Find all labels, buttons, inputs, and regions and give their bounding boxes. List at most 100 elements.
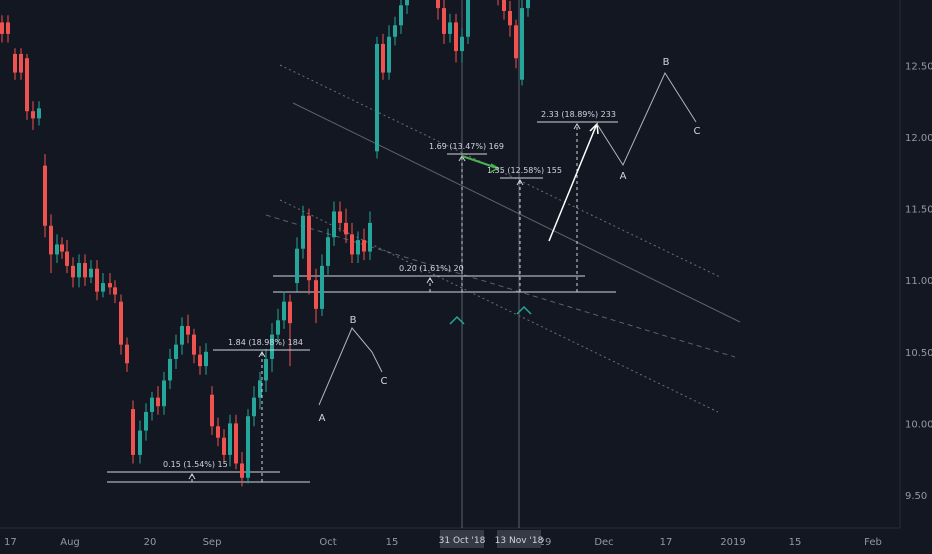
candle-up	[356, 240, 360, 255]
measure-arrowhead	[516, 179, 524, 186]
time-tick-label: Oct	[319, 537, 336, 548]
price-tick-label: 9.50	[905, 491, 927, 502]
wave-label: B	[663, 57, 670, 68]
time-tick-label: 17	[4, 537, 17, 548]
candle-down	[210, 394, 214, 427]
price-tick-label: 10.50	[905, 348, 932, 359]
chevron-up-icon	[516, 305, 532, 315]
chevron-up-icon	[449, 315, 465, 325]
crosshair-time-badge	[497, 530, 541, 548]
candle-down	[381, 43, 385, 73]
time-tick-label: Feb	[864, 537, 882, 548]
candle-up	[460, 36, 464, 52]
candle-up	[399, 5, 403, 26]
candle-down	[288, 301, 292, 324]
candle-down	[234, 423, 238, 464]
candle-up	[526, 0, 530, 9]
candle-down	[216, 426, 220, 438]
highlight-arrowhead	[490, 163, 500, 173]
candle-down	[60, 244, 64, 252]
candle-up	[393, 25, 397, 37]
candle-up	[448, 22, 452, 34]
price-tick-label: 10.00	[905, 419, 932, 430]
candle-up	[332, 211, 336, 238]
time-tick-label: 20	[144, 537, 157, 548]
candle-up	[138, 430, 142, 455]
price-tick-label: 12.50	[905, 61, 932, 72]
candle-down	[131, 409, 135, 455]
candle-up	[101, 283, 105, 292]
candle-up	[295, 248, 299, 284]
price-tick-label: 11.50	[905, 205, 932, 216]
candle-down	[307, 215, 311, 281]
candle-down	[71, 265, 75, 278]
time-tick-label: Sep	[203, 537, 222, 548]
candle-up	[368, 222, 372, 252]
candle-down	[222, 437, 226, 455]
measurement-label: 1.84 (18.98%) 184	[228, 338, 303, 347]
price-tick-label: 11.00	[905, 276, 932, 287]
wave-label: B	[350, 315, 357, 326]
candle-up	[144, 411, 148, 431]
candle-up	[204, 351, 208, 367]
projection-arrow	[548, 125, 597, 242]
candle-up	[162, 380, 166, 407]
candle-down	[31, 111, 35, 119]
price-tick-label: 13.00	[905, 0, 932, 1]
candle-up	[387, 36, 391, 73]
candle-up	[466, 0, 470, 37]
candle-down	[514, 25, 518, 59]
candle-down	[240, 463, 244, 478]
candle-up	[270, 334, 274, 359]
candle-down	[0, 22, 4, 34]
candle-up	[174, 344, 178, 359]
measure-arrowhead	[426, 277, 434, 284]
candle-up	[77, 263, 81, 278]
time-tick-label: 29	[539, 537, 552, 548]
candle-down	[119, 301, 123, 345]
candle-up	[180, 326, 184, 345]
trend-channel-line	[279, 64, 721, 278]
time-tick-label: Dec	[594, 537, 613, 548]
crosshair-time-badge	[440, 530, 484, 548]
measurement-label: 0.20 (1.61%) 20	[399, 264, 464, 273]
candle-up	[89, 268, 93, 278]
time-tick-label: Aug	[60, 537, 80, 548]
candle-up	[252, 397, 256, 417]
candle-down	[13, 53, 17, 73]
candle-down	[95, 268, 99, 292]
candle-down	[192, 334, 196, 355]
candle-down	[49, 225, 53, 255]
candle-up	[150, 397, 154, 412]
candle-down	[83, 263, 87, 278]
candle-down	[113, 287, 117, 295]
candle-up	[264, 358, 268, 381]
wave-label: C	[381, 376, 388, 387]
time-tick-label: 17	[660, 537, 673, 548]
candle-up	[326, 237, 330, 266]
candle-up	[282, 301, 286, 321]
candle-up	[228, 423, 232, 455]
trend-channel-line	[292, 102, 741, 323]
candle-down	[108, 283, 112, 288]
candle-down	[442, 8, 446, 34]
candle-down	[350, 234, 354, 255]
highlight-segment	[461, 155, 498, 169]
measure-arrowhead	[188, 473, 196, 480]
wave-label: A	[319, 413, 326, 424]
candle-up	[276, 320, 280, 335]
crosshair-time-label: 13 Nov '18	[495, 536, 544, 546]
candle-up	[520, 8, 524, 80]
measurement-label: 1.69 (13.47%) 169	[429, 142, 504, 151]
trend-channel-line	[265, 214, 736, 358]
candle-down	[6, 22, 10, 34]
candle-down	[454, 22, 458, 52]
candle-up	[55, 244, 59, 255]
time-tick-label: 2019	[720, 537, 745, 548]
candle-down	[508, 10, 512, 26]
measurement-label: 2.33 (18.89%) 233	[541, 110, 616, 119]
abc-wave-path	[318, 327, 383, 406]
candle-up	[258, 380, 262, 398]
